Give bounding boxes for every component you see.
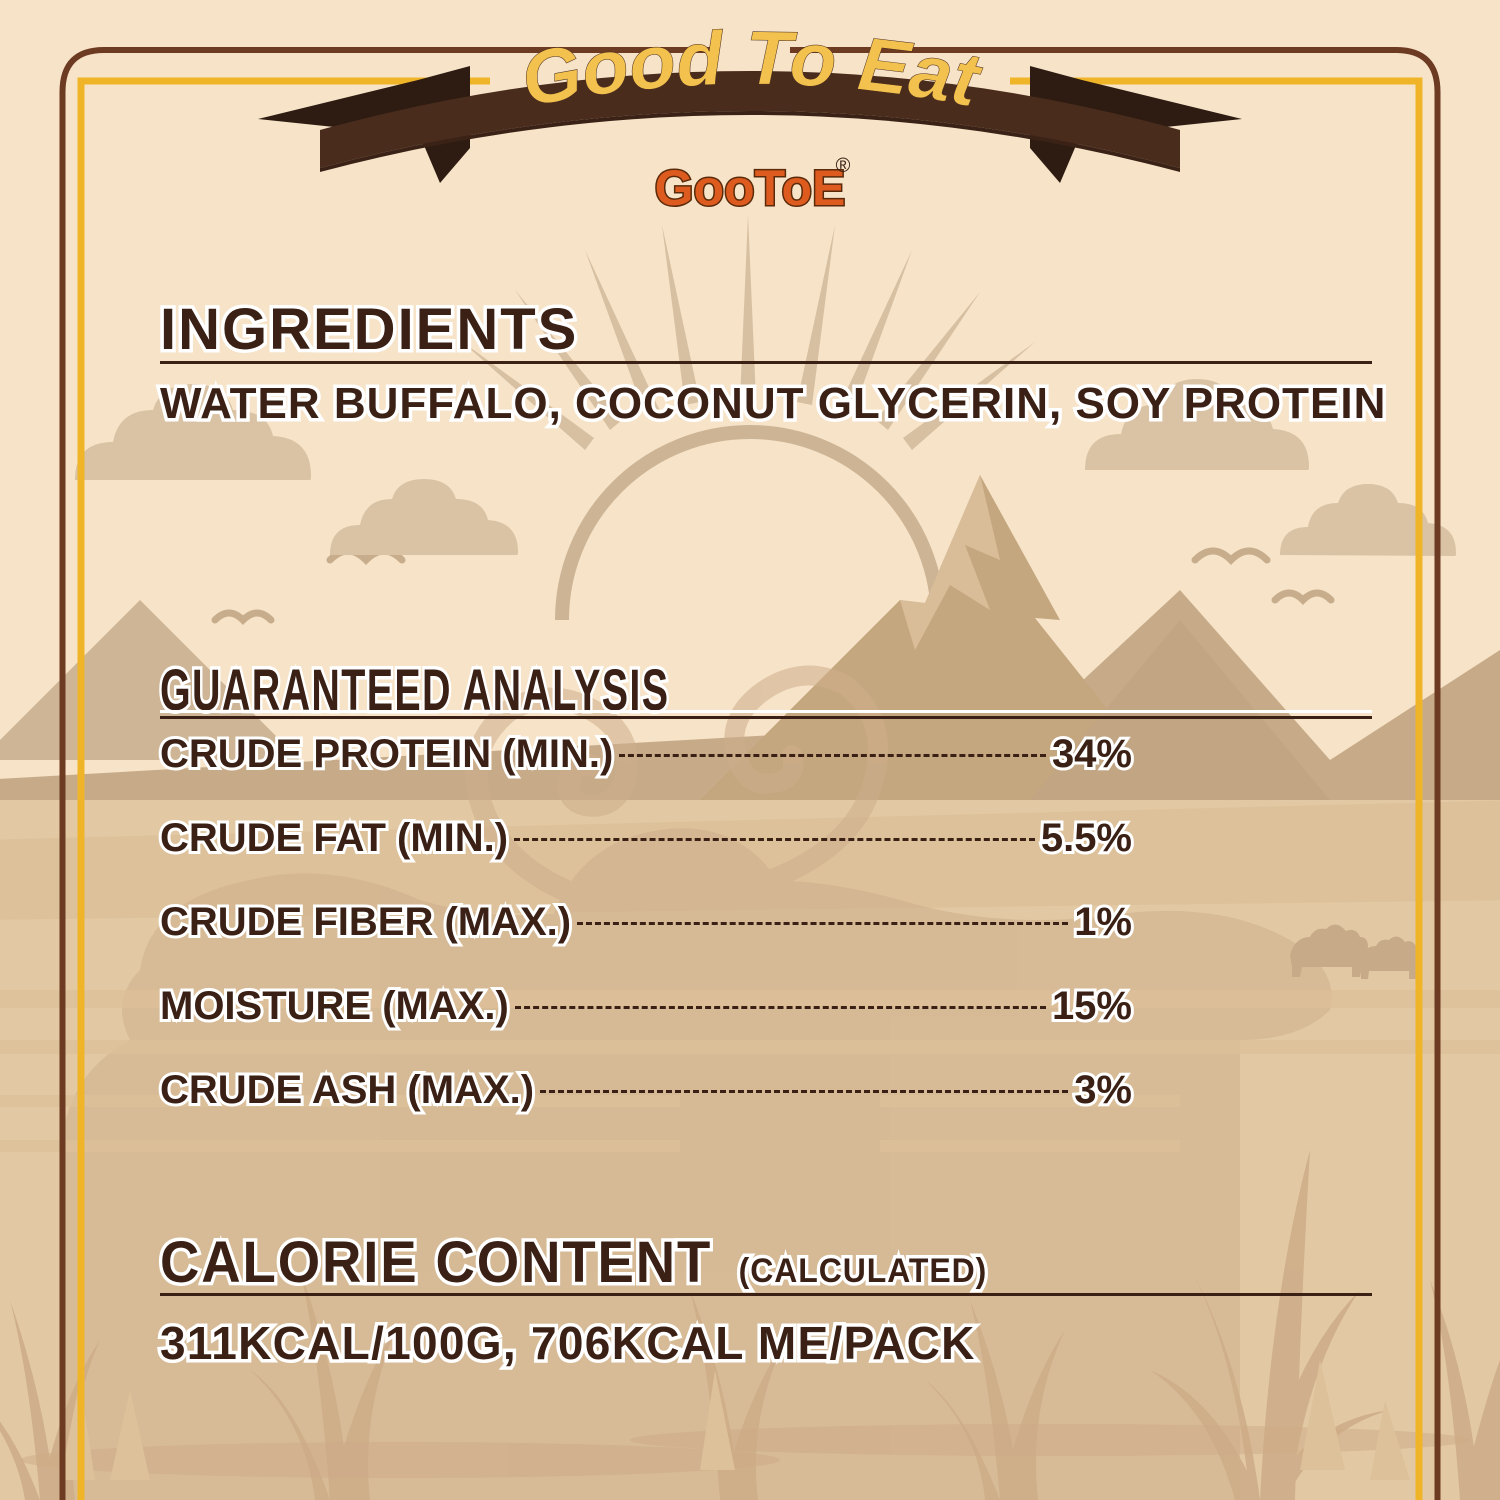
svg-text:GooToE: GooToE (655, 160, 846, 216)
svg-text:®: ® (836, 155, 851, 177)
